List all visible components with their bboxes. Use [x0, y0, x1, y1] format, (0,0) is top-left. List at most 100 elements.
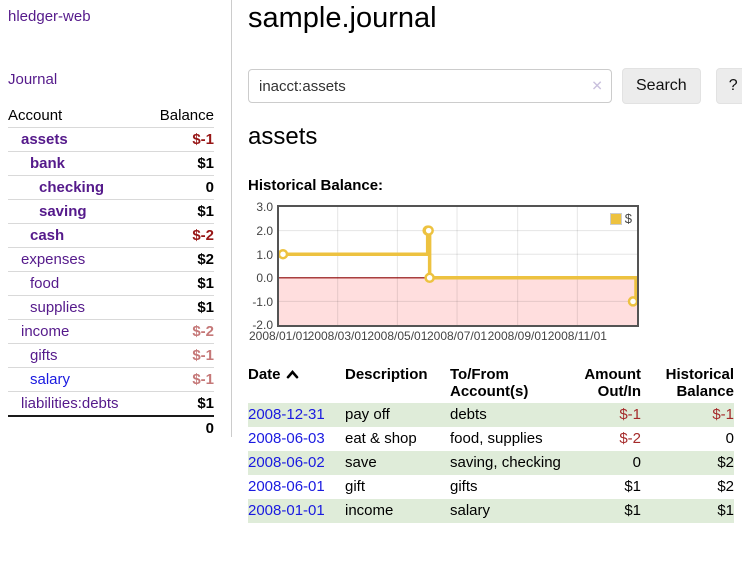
transaction-balance: $2: [717, 478, 734, 496]
account-row: supplies $1: [8, 296, 214, 320]
accounts-total-row: 0: [8, 416, 214, 440]
main-content: sample.journal ✕ Search ? assets Histori…: [232, 0, 742, 582]
accounts-table: Account Balance assets $-1 bank $1 checking 0…: [8, 105, 214, 440]
transaction-accounts: food, supplies: [450, 430, 543, 448]
account-row: food $1: [8, 272, 214, 296]
transaction-date-link[interactable]: 2008-06-03: [248, 430, 325, 448]
transaction-row: 2008-12-31 pay off debts $-1 $-1: [248, 403, 734, 428]
transaction-date: 2008-12-31: [248, 403, 345, 428]
transaction-date-link[interactable]: 2008-12-31: [248, 406, 325, 424]
account-balance: $-2: [192, 227, 214, 244]
data-point-marker: [627, 296, 637, 307]
search-input[interactable]: [248, 69, 612, 104]
x-axis-tick-label: 2008/09/01: [487, 329, 548, 344]
transaction-date-link[interactable]: 2008-06-01: [248, 478, 325, 496]
transaction-description: pay off: [345, 403, 450, 428]
account-link[interactable]: checking: [39, 179, 105, 196]
transaction-amount: $-2: [619, 430, 641, 448]
account-row: expenses $2: [8, 248, 214, 272]
account-link[interactable]: gifts: [30, 347, 58, 364]
data-point-marker: [279, 249, 289, 260]
account-row: saving $1: [8, 200, 214, 224]
transaction-description: save: [345, 451, 450, 476]
chart-plot-area: $: [277, 205, 639, 328]
account-link[interactable]: assets: [21, 131, 68, 148]
negative-region: [279, 278, 637, 326]
search-button[interactable]: Search: [622, 68, 701, 105]
x-axis-tick-label: 2008/07/01: [426, 329, 488, 344]
y-axis-tick-label: -1.0: [252, 294, 273, 309]
transaction-date: 2008-01-01: [248, 499, 345, 524]
y-axis-tick-label: 1.0: [256, 247, 273, 262]
account-link[interactable]: bank: [30, 155, 66, 172]
transaction-accounts: debts: [450, 403, 571, 428]
account-link[interactable]: cash: [30, 227, 65, 244]
transaction-description: income: [345, 499, 450, 524]
help-button[interactable]: ?: [715, 68, 742, 105]
historical-balance-chart: $ 3.0 2.0 1.0 0.0 -1.0 -2.0 2008/01/01 2008/03/…: [248, 201, 639, 345]
accounts-col-balance: Balance: [159, 107, 214, 124]
account-row: salary $-1: [8, 368, 214, 392]
x-axis-tick-label: 2008/11/01: [547, 329, 607, 344]
account-balance: $1: [197, 299, 214, 316]
transaction-description: eat & shop: [345, 430, 417, 448]
chart-title: Historical Balance:: [248, 177, 384, 195]
register-header-row: Date Description To/From Account(s) Amou…: [248, 364, 734, 403]
account-link[interactable]: liabilities:debts: [21, 395, 119, 412]
account-balance: $-1: [192, 131, 214, 148]
y-axis-tick-label: 0.0: [256, 271, 273, 286]
sort-ascending-icon: [286, 366, 299, 383]
account-link[interactable]: food: [30, 275, 60, 292]
sidebar-item-journal[interactable]: Journal: [8, 71, 58, 88]
transaction-amount: $-1: [571, 403, 641, 428]
transaction-row: 2008-06-03 eat & shop food, supplies $-2 0: [248, 427, 734, 451]
account-row: gifts $-1: [8, 344, 214, 368]
app-brand-link[interactable]: hledger-web: [8, 8, 91, 25]
transaction-accounts: salary: [450, 499, 571, 524]
transaction-balance: $1: [641, 499, 734, 524]
account-link[interactable]: supplies: [30, 299, 86, 316]
account-link[interactable]: saving: [39, 203, 87, 220]
register-col-description: Description: [345, 366, 428, 384]
transaction-date-link[interactable]: 2008-06-02: [248, 454, 325, 472]
account-balance: $-2: [192, 323, 214, 340]
transaction-row: 2008-06-02 save saving, checking 0 $2: [248, 451, 734, 476]
account-balance: $1: [197, 395, 214, 412]
transaction-row: 2008-06-01 gift gifts $1 $2: [248, 475, 734, 499]
transaction-amount: 0: [571, 451, 641, 476]
transaction-accounts: gifts: [450, 478, 478, 496]
sidebar: hledger-web Journal Account Balance asse…: [0, 0, 232, 437]
register-col-date-label: Date: [248, 366, 281, 384]
data-point-marker: [424, 272, 435, 284]
transaction-amount: $1: [571, 499, 641, 524]
account-balance: $-1: [192, 347, 214, 364]
account-row: checking 0: [8, 176, 214, 200]
clear-search-icon[interactable]: ✕: [591, 77, 603, 94]
register-col-amount: Amount Out/In: [584, 366, 641, 401]
y-axis-tick-label: -2.0: [252, 318, 273, 333]
transaction-row: 2008-01-01 income salary $1 $1: [248, 499, 734, 524]
account-link[interactable]: income: [21, 323, 70, 340]
transaction-balance: $-1: [641, 403, 734, 428]
account-heading: assets: [248, 123, 318, 151]
account-balance: 0: [205, 179, 214, 196]
transaction-date: 2008-06-01: [248, 475, 345, 499]
transaction-date: 2008-06-02: [248, 451, 345, 476]
account-balance: $1: [197, 203, 214, 220]
account-link[interactable]: salary: [30, 371, 71, 388]
transaction-amount: $1: [624, 478, 641, 496]
account-row: assets $-1: [8, 128, 214, 152]
account-row: income $-2: [8, 320, 214, 344]
transaction-date-link[interactable]: 2008-01-01: [248, 502, 325, 520]
transaction-balance: $2: [641, 451, 734, 476]
account-balance: $1: [197, 155, 214, 172]
transaction-date: 2008-06-03: [248, 427, 345, 451]
register-col-date: Date: [248, 364, 345, 403]
register-col-balance: Historical Balance: [665, 366, 734, 401]
transaction-description: gift: [345, 478, 366, 496]
account-balance: $2: [197, 251, 214, 268]
legend-swatch: [609, 212, 622, 225]
chart-legend: $: [609, 211, 632, 226]
account-link[interactable]: expenses: [21, 251, 86, 268]
transaction-balance: 0: [725, 430, 734, 448]
